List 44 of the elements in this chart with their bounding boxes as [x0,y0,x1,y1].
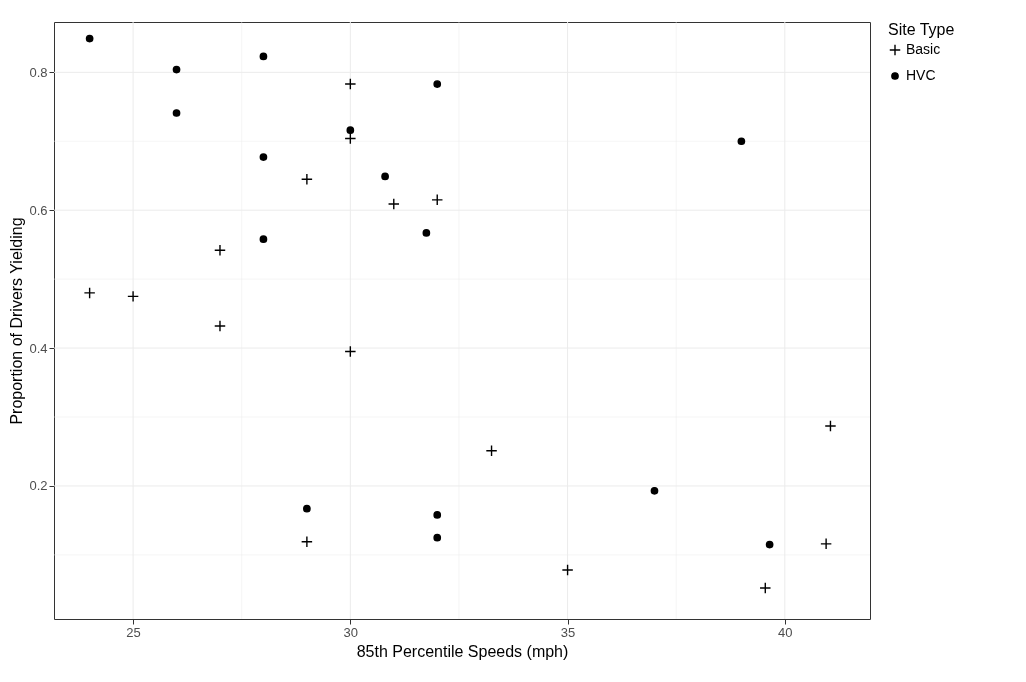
y-tick-label: 0.4 [29,340,48,356]
point [759,582,772,594]
point [737,137,746,146]
point [303,504,311,513]
point [387,198,400,210]
point [344,78,357,90]
point [650,486,659,495]
point [433,511,442,519]
point [127,290,140,303]
point [259,52,268,61]
point [85,34,94,43]
point [172,65,181,74]
legend-title: Site Type [888,21,955,38]
x-tick-label: 25 [126,624,141,640]
y-tick-label: 0.2 [29,478,48,494]
point [259,153,268,161]
y-axis-title: Proportion of Drivers Yielding [8,217,26,425]
point [824,420,837,432]
y-tick-label: 0.6 [29,202,48,218]
x-tick-label: 35 [560,624,576,640]
point [433,80,442,88]
point [561,564,574,576]
point [214,244,226,257]
point [300,535,313,548]
point [214,320,226,332]
point [820,537,833,550]
point [83,286,96,299]
x-tick-label: 40 [778,624,793,640]
point [431,193,444,206]
point [422,229,431,237]
point [346,126,355,135]
point [344,345,357,358]
point [259,235,268,244]
legend-label: Basic [906,41,941,57]
point [381,172,389,181]
x-axis-title: 85th Percentile Speeds (mph) [356,642,569,660]
x-tick-label: 30 [343,624,359,640]
point [485,444,498,457]
point [300,173,313,186]
legend-label: HVC [906,67,936,83]
point [765,540,774,549]
y-tick-label: 0.8 [29,64,48,80]
point [172,109,181,117]
point [433,533,442,542]
